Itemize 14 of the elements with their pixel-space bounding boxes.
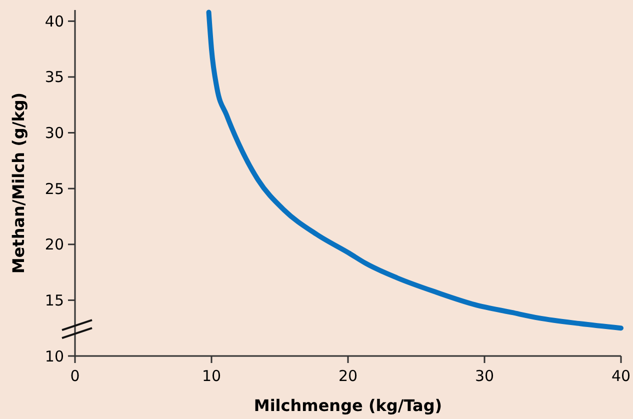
x-tick-label: 40 [611,367,631,385]
y-tick-label: 35 [44,68,64,86]
y-tick-label: 15 [44,291,64,310]
y-tick-label: 20 [44,236,64,254]
y-tick-label: 40 [44,12,64,30]
x-tick-label: 0 [70,367,80,385]
y-axis-title: Methan/Milch (g/kg) [9,92,28,274]
x-tick-label: 30 [474,367,494,385]
y-tick-label: 30 [44,124,64,142]
y-tick-label: 10 [44,347,64,366]
y-tick-label: 25 [44,180,64,198]
x-tick-label: 20 [338,367,358,385]
x-tick-label: 10 [202,367,222,385]
x-axis-title: Milchmenge (kg/Tag) [254,396,442,415]
